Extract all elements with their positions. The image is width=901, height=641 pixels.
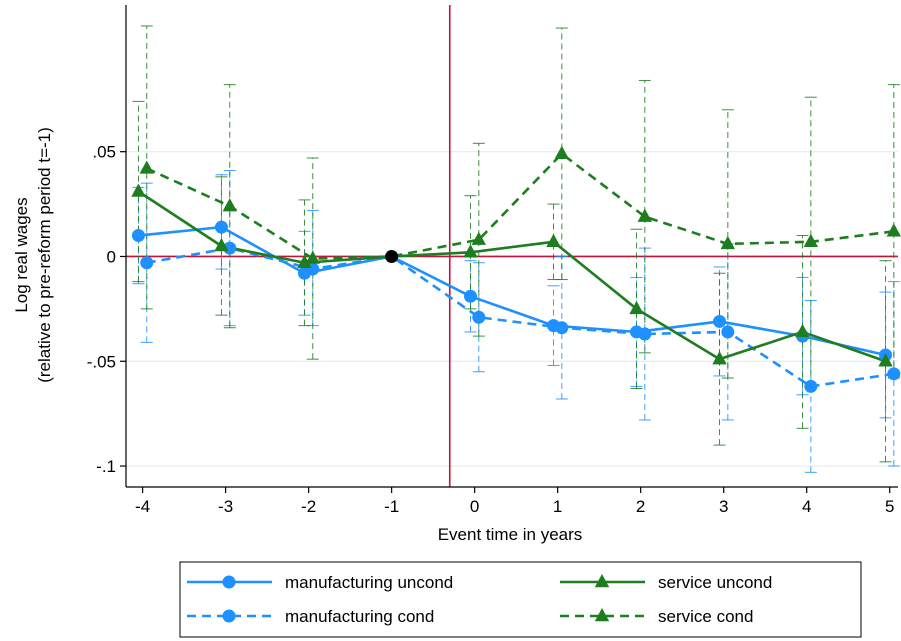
data-point (463, 244, 478, 258)
data-point (131, 229, 145, 243)
legend-swatch-marker (594, 574, 610, 588)
data-point (886, 223, 901, 237)
data-point (297, 254, 312, 268)
x-axis-title: Event time in years (438, 525, 583, 544)
data-point (546, 233, 561, 248)
x-tick-label: -3 (218, 497, 233, 516)
data-point (131, 183, 146, 197)
x-tick-label: 0 (470, 497, 479, 516)
data-point (222, 198, 237, 212)
data-point (463, 289, 477, 303)
x-tick-label: 4 (802, 497, 811, 516)
tick-labels: -.1 -.05 0 .05 -4 -3 -2 -1 0 1 2 3 4 5 (87, 143, 895, 516)
x-tick-label: 5 (885, 497, 894, 516)
data-point (638, 327, 652, 341)
series-line (146, 246, 895, 388)
data-point (795, 323, 810, 338)
legend: manufacturing uncond manufacturing cond se… (179, 561, 862, 638)
data-point (887, 367, 901, 381)
data-point (637, 208, 653, 222)
x-tick-label: -1 (384, 497, 399, 516)
data-point (214, 220, 228, 234)
x-tick-label: 3 (719, 497, 728, 516)
y-tick-label: .05 (92, 143, 116, 162)
data-point (720, 235, 736, 250)
x-tick-label: -4 (135, 497, 150, 516)
series-line (137, 190, 886, 363)
data-point (712, 351, 727, 365)
data-point (139, 160, 154, 174)
legend-label: service cond (658, 607, 753, 626)
data-point (803, 233, 819, 248)
series-markers (131, 145, 901, 393)
data-point (554, 145, 570, 159)
x-tick-label: 1 (553, 497, 562, 516)
legend-swatch-marker (222, 575, 236, 589)
legend-swatch-marker (594, 608, 610, 622)
series-lines (137, 152, 895, 388)
data-point (223, 241, 237, 255)
legend-label: manufacturing cond (285, 607, 434, 626)
y-tick-label: -.1 (96, 457, 116, 476)
data-point (140, 256, 154, 270)
data-point (555, 321, 569, 335)
data-point (214, 238, 229, 252)
data-point (471, 231, 486, 245)
reference-point (385, 249, 399, 263)
legend-box (179, 561, 862, 638)
data-point (804, 379, 818, 393)
y-tick-label: 0 (107, 247, 116, 266)
reference-lines (126, 5, 898, 487)
axes (120, 5, 898, 493)
series-line (146, 152, 895, 260)
series-line (138, 225, 886, 357)
data-point (721, 325, 735, 339)
legend-label: manufacturing uncond (285, 573, 453, 592)
legend-swatch-marker (222, 609, 236, 623)
data-point (713, 314, 727, 328)
y-tick-label: -.05 (87, 352, 116, 371)
x-tick-label: 2 (636, 497, 645, 516)
y-axis-title-line-2: (relative to pre-reform period t=-1) (35, 127, 54, 383)
data-point (629, 300, 644, 315)
data-point (305, 250, 320, 264)
y-axis-title-line-1: Log real wages (12, 197, 31, 312)
data-point (878, 353, 893, 367)
legend-label: service uncond (658, 573, 772, 592)
data-point (472, 310, 486, 324)
x-tick-label: -2 (301, 497, 316, 516)
